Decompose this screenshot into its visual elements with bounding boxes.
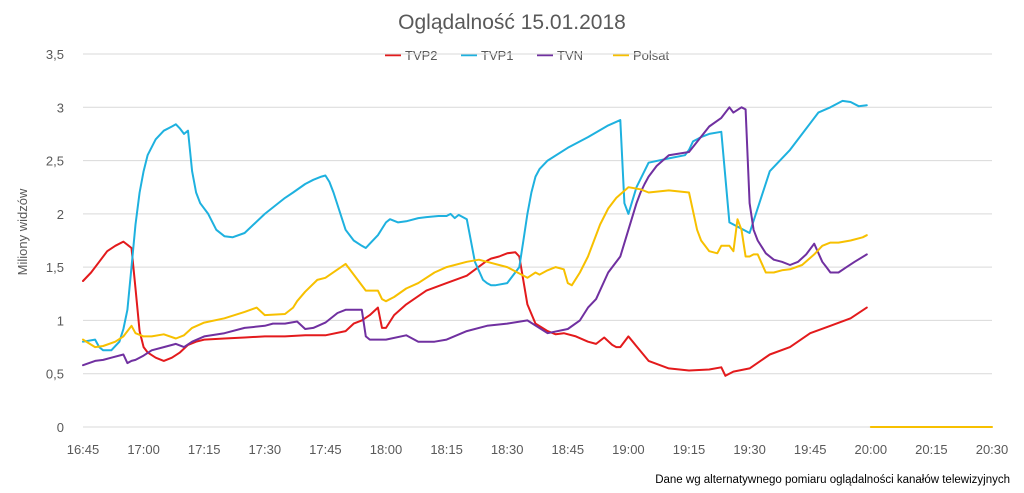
series-line-tvp1: [82, 99, 868, 352]
legend: TVP2 TVP1 TVN Polsat: [385, 48, 670, 63]
x-tick-label: 20:00: [855, 442, 888, 457]
x-tick-label: 17:30: [249, 442, 282, 457]
legend-label-tvp2: TVP2: [405, 48, 438, 63]
y-tick-label: 3: [57, 100, 64, 115]
x-tick-label: 17:15: [188, 442, 221, 457]
y-tick-label: 2,5: [46, 154, 64, 169]
y-tick-label: 3,5: [46, 47, 64, 62]
y-tick-label: 1: [57, 313, 64, 328]
x-tick-label: 18:30: [491, 442, 524, 457]
x-tick-label: 19:15: [673, 442, 706, 457]
x-tick-label: 19:30: [733, 442, 766, 457]
series-lines: [82, 99, 993, 428]
x-tick-label: 19:45: [794, 442, 827, 457]
x-tick-label: 20:30: [976, 442, 1009, 457]
y-tick-label: 1,5: [46, 260, 64, 275]
y-axis-ticks: 0 0,5 1 1,5 2 2,5 3 3,5: [46, 47, 64, 435]
x-tick-label: 18:45: [552, 442, 585, 457]
series-line-polsat: [82, 186, 868, 349]
gridlines: [83, 53, 992, 428]
chart-title: Oglądalność 15.01.2018: [398, 11, 626, 34]
legend-label-tvp1: TVP1: [481, 48, 514, 63]
x-tick-label: 18:15: [430, 442, 463, 457]
x-tick-label: 19:00: [612, 442, 645, 457]
y-tick-label: 0: [57, 420, 64, 435]
x-tick-label: 20:15: [915, 442, 948, 457]
x-tick-label: 18:00: [370, 442, 403, 457]
source-note: Dane wg alternatywnego pomiaru oglądalno…: [655, 474, 1010, 486]
y-tick-label: 2: [57, 207, 64, 222]
y-axis-title: Miliony widzów: [15, 188, 30, 275]
legend-label-tvn: TVN: [557, 48, 583, 63]
x-tick-label: 17:00: [127, 442, 160, 457]
x-axis-ticks: 16:45 17:00 17:15 17:30 17:45 18:00 18:15 18:30…: [67, 442, 1009, 457]
legend-label-polsat: Polsat: [633, 48, 670, 63]
y-tick-label: 0,5: [46, 367, 64, 382]
x-tick-label: 17:45: [309, 442, 342, 457]
x-tick-label: 16:45: [67, 442, 100, 457]
series-line-tvn: [82, 106, 868, 367]
series-line-tvp2: [82, 240, 868, 377]
